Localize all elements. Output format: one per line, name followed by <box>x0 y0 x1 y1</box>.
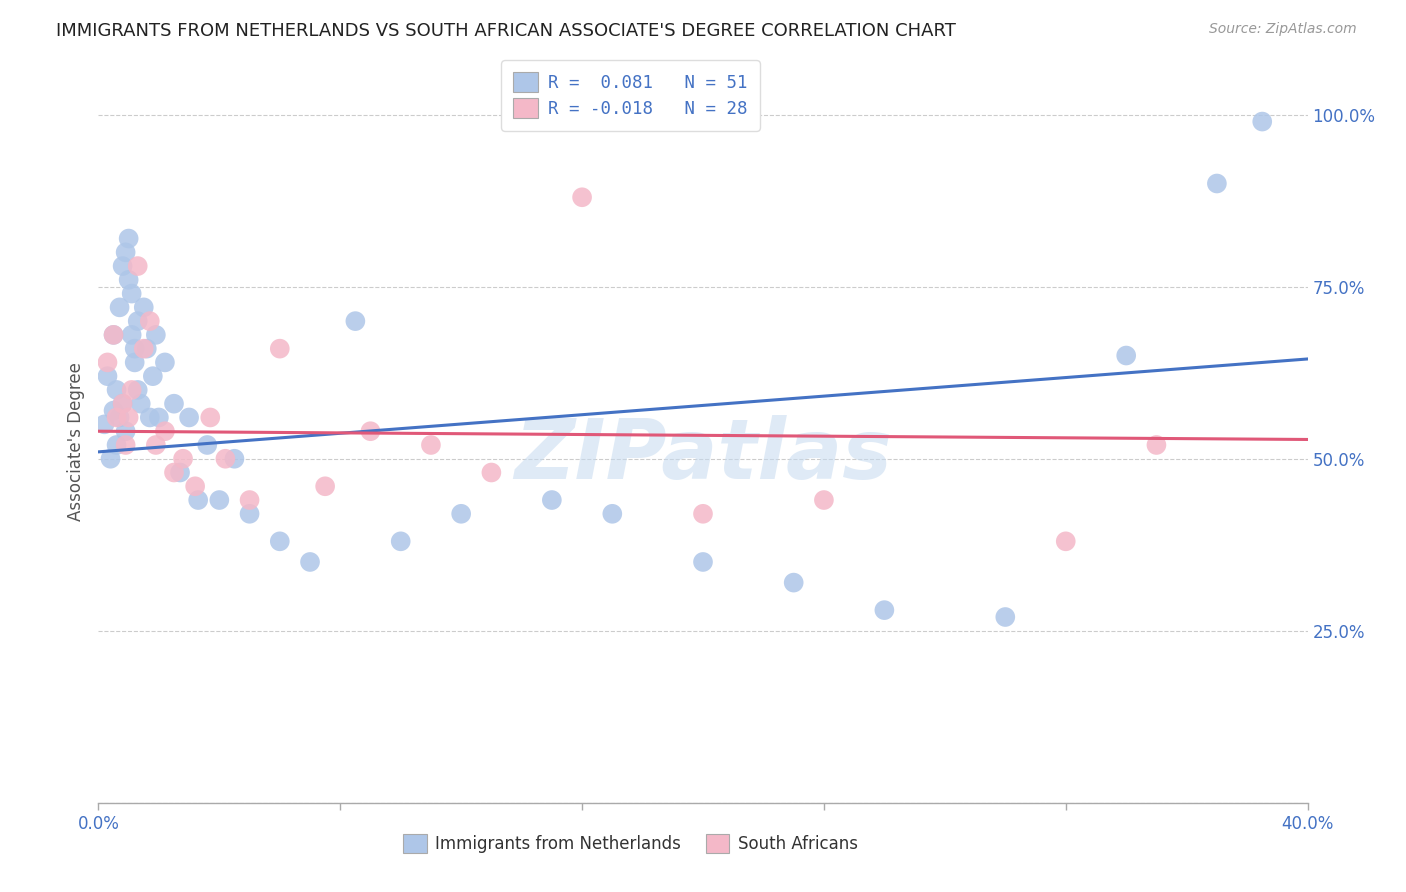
Point <box>269 534 291 549</box>
Point <box>100 451 122 466</box>
Point <box>602 507 624 521</box>
Point <box>96 355 118 369</box>
Point <box>172 451 194 466</box>
Point <box>239 507 262 521</box>
Point <box>148 410 170 425</box>
Point <box>142 369 165 384</box>
Point <box>692 507 714 521</box>
Point <box>145 438 167 452</box>
Point <box>184 479 207 493</box>
Point <box>111 397 134 411</box>
Point <box>118 410 141 425</box>
Point <box>239 493 262 508</box>
Point <box>139 314 162 328</box>
Point <box>103 403 125 417</box>
Legend: Immigrants from Netherlands, South Africans: Immigrants from Netherlands, South Afric… <box>396 827 865 860</box>
Point <box>163 466 186 480</box>
Point <box>124 342 146 356</box>
Point <box>118 273 141 287</box>
Point <box>118 231 141 245</box>
Point <box>105 438 128 452</box>
Point <box>200 410 222 425</box>
Point <box>132 301 155 315</box>
Point <box>783 575 806 590</box>
Point <box>187 493 209 508</box>
Y-axis label: Associate's Degree: Associate's Degree <box>66 362 84 521</box>
Point <box>108 410 131 425</box>
Point <box>389 534 412 549</box>
Point <box>114 438 136 452</box>
Point <box>1206 177 1229 191</box>
Point <box>111 397 134 411</box>
Point <box>195 438 218 452</box>
Point <box>299 555 322 569</box>
Point <box>1054 534 1077 549</box>
Point <box>121 286 143 301</box>
Point <box>132 342 155 356</box>
Point <box>314 479 336 493</box>
Point <box>114 424 136 438</box>
Point <box>135 342 157 356</box>
Point <box>450 507 472 521</box>
Point <box>813 493 835 508</box>
Point <box>540 493 562 508</box>
Point <box>103 327 125 342</box>
Point <box>692 555 714 569</box>
Point <box>127 259 149 273</box>
Text: Source: ZipAtlas.com: Source: ZipAtlas.com <box>1209 22 1357 37</box>
Point <box>139 410 162 425</box>
Point <box>208 493 231 508</box>
Point <box>873 603 896 617</box>
Point <box>96 369 118 384</box>
Point <box>108 301 131 315</box>
Point <box>420 438 443 452</box>
Point <box>994 610 1017 624</box>
Point <box>105 410 128 425</box>
Point <box>121 327 143 342</box>
Point <box>93 417 115 432</box>
Point <box>124 355 146 369</box>
Point <box>481 466 503 480</box>
Point <box>1251 114 1274 128</box>
Point <box>169 466 191 480</box>
Point <box>127 383 149 397</box>
Point <box>114 245 136 260</box>
Point <box>153 355 176 369</box>
Point <box>214 451 236 466</box>
Point <box>111 259 134 273</box>
Point <box>179 410 201 425</box>
Point <box>127 314 149 328</box>
Point <box>344 314 367 328</box>
Point <box>269 342 291 356</box>
Point <box>145 327 167 342</box>
Text: ZIPatlas: ZIPatlas <box>515 416 891 497</box>
Point <box>121 383 143 397</box>
Point <box>153 424 176 438</box>
Point <box>360 424 382 438</box>
Point <box>571 190 593 204</box>
Point <box>129 397 152 411</box>
Point <box>224 451 246 466</box>
Point <box>1115 349 1137 363</box>
Point <box>103 327 125 342</box>
Text: IMMIGRANTS FROM NETHERLANDS VS SOUTH AFRICAN ASSOCIATE'S DEGREE CORRELATION CHAR: IMMIGRANTS FROM NETHERLANDS VS SOUTH AFR… <box>56 22 956 40</box>
Point <box>163 397 186 411</box>
Point <box>1144 438 1167 452</box>
Point <box>105 383 128 397</box>
